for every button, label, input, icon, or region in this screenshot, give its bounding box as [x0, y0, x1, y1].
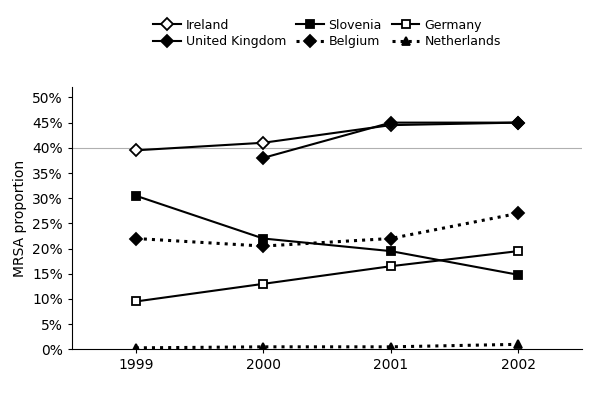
Y-axis label: MRSA proportion: MRSA proportion [13, 160, 26, 277]
Legend: Ireland, United Kingdom, Slovenia, Belgium, Germany, Netherlands: Ireland, United Kingdom, Slovenia, Belgi… [149, 15, 505, 52]
